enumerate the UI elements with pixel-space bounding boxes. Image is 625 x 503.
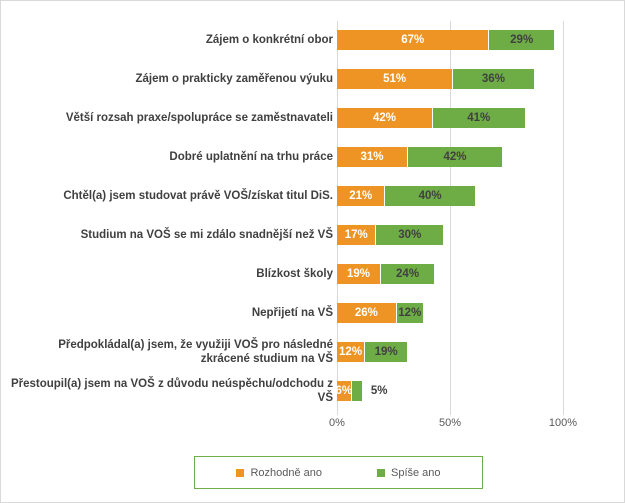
bar-segment-spise-ano: 40% [384,186,475,206]
bar-segment-rozhodne-ano: 67% [337,30,489,50]
bar-segment-spise-ano: 19% [364,342,408,362]
bar-row: 67% 29% [337,30,554,50]
bar-segment-rozhodne-ano: 31% [337,147,408,167]
bar-segment-spise-ano: 29% [488,30,554,50]
bar-value-label: 40% [418,190,442,202]
bar-value-label: 19% [346,268,370,280]
category-label: Předpokládal(a) jsem, že využiji VOŠ pro… [58,339,333,365]
category-labels: Zájem o konkrétní obor Zájem o prakticky … [7,21,333,411]
axis-tick [563,411,564,415]
bar-segment-rozhodne-ano: 17% [337,225,376,245]
x-axis: 0% 50% 100% [329,417,577,433]
category-label: Zájem o prakticky zaměřenou výuku [135,72,334,85]
bar-value-label: 17% [344,229,368,241]
bar-row: 31% 42% [337,147,502,167]
category-label: Nepřijetí na VŠ [251,306,333,319]
bar-segment-spise-ano: 12% [395,303,423,323]
bar-value-label: 21% [349,190,373,202]
category-label: Chtěl(a) jsem studovat právě VOŠ/získat … [63,189,333,202]
category-label: Přestoupil(a) jsem na VOŠ z důvodu neúsp… [10,378,333,404]
category-label: Studium na VOŠ se mi zdálo snadnější než… [80,228,333,241]
bar-value-label: 19% [374,346,398,358]
legend-label: Rozhodně ano [250,466,322,479]
bar-value-label: 26% [354,307,378,319]
plot-area: 67% 29% 51% 36% 42% 41% 31% 42% 21% 40% 17% 30% 19% 2… [337,21,564,415]
bar-segment-rozhodne-ano: 6% [337,381,351,401]
bar-value-label: 51% [383,73,407,85]
bar-row: 42% 41% [337,108,525,128]
bar-row: 6% 5% [337,381,387,401]
axis-tick-label: 50% [438,417,462,429]
bar-value-label: 5% [370,385,388,397]
bar-value-label: 42% [443,151,467,163]
bar-segment-spise-ano: 41% [431,108,525,128]
bar-row: 12% 19% [337,342,408,362]
bar-value-label: 12% [339,346,363,358]
bar-segment-rozhodne-ano: 42% [337,108,432,128]
legend: Rozhodně ano Spíše ano [194,456,483,489]
bar-value-label: 12% [398,307,422,319]
bar-segment-spise-ano [350,381,362,401]
bar-value-label: 36% [481,73,505,85]
bar-row: 26% 12% [337,303,423,323]
bar-segment-rozhodne-ano: 19% [337,264,380,284]
bar-value-label: 24% [396,268,420,280]
bar-segment-rozhodne-ano: 51% [337,69,453,89]
bar-value-label: 42% [372,112,396,124]
category-label: Blízkost školy [256,267,333,280]
gridline [563,21,564,411]
bar-value-label: 6% [337,385,351,397]
bar-row: 17% 30% [337,225,444,245]
gridline [450,21,451,411]
legend-swatch-icon [377,468,385,477]
bar-value-label: 67% [401,34,425,46]
axis-tick-label: 0% [329,417,345,429]
bar-segment-spise-ano: 42% [407,147,502,167]
category-label: Dobré uplatnění na trhu práce [169,150,333,163]
legend-label: Spíše ano [391,466,441,479]
bar-segment-rozhodne-ano: 12% [337,342,365,362]
category-label: Zájem o konkrétní obor [205,33,333,46]
gridline [337,21,338,411]
legend-entry: Spíše ano [377,467,441,479]
bar-value-label: 30% [398,229,422,241]
bar-segment-rozhodne-ano: 21% [337,186,385,206]
bar-row: 51% 36% [337,69,534,89]
bar-segment-spise-ano: 24% [379,264,435,284]
axis-tick [337,411,338,415]
axis-tick-label: 100% [548,417,578,429]
legend-swatch-icon [236,468,245,477]
bar-value-label: 31% [360,151,384,163]
bar-value-label: 29% [510,34,534,46]
axis-tick [450,411,451,415]
bar-segment-spise-ano: 36% [452,69,534,89]
legend-entry: Rozhodně ano [236,467,322,479]
bar-value-label: 41% [467,112,491,124]
bar-row: 21% 40% [337,186,475,206]
bar-segment-spise-ano: 30% [375,225,444,245]
category-label: Větší rozsah praxe/spolupráce se zaměstn… [65,111,333,124]
bar-row: 19% 24% [337,264,435,284]
bar-segment-rozhodne-ano: 26% [337,303,396,323]
